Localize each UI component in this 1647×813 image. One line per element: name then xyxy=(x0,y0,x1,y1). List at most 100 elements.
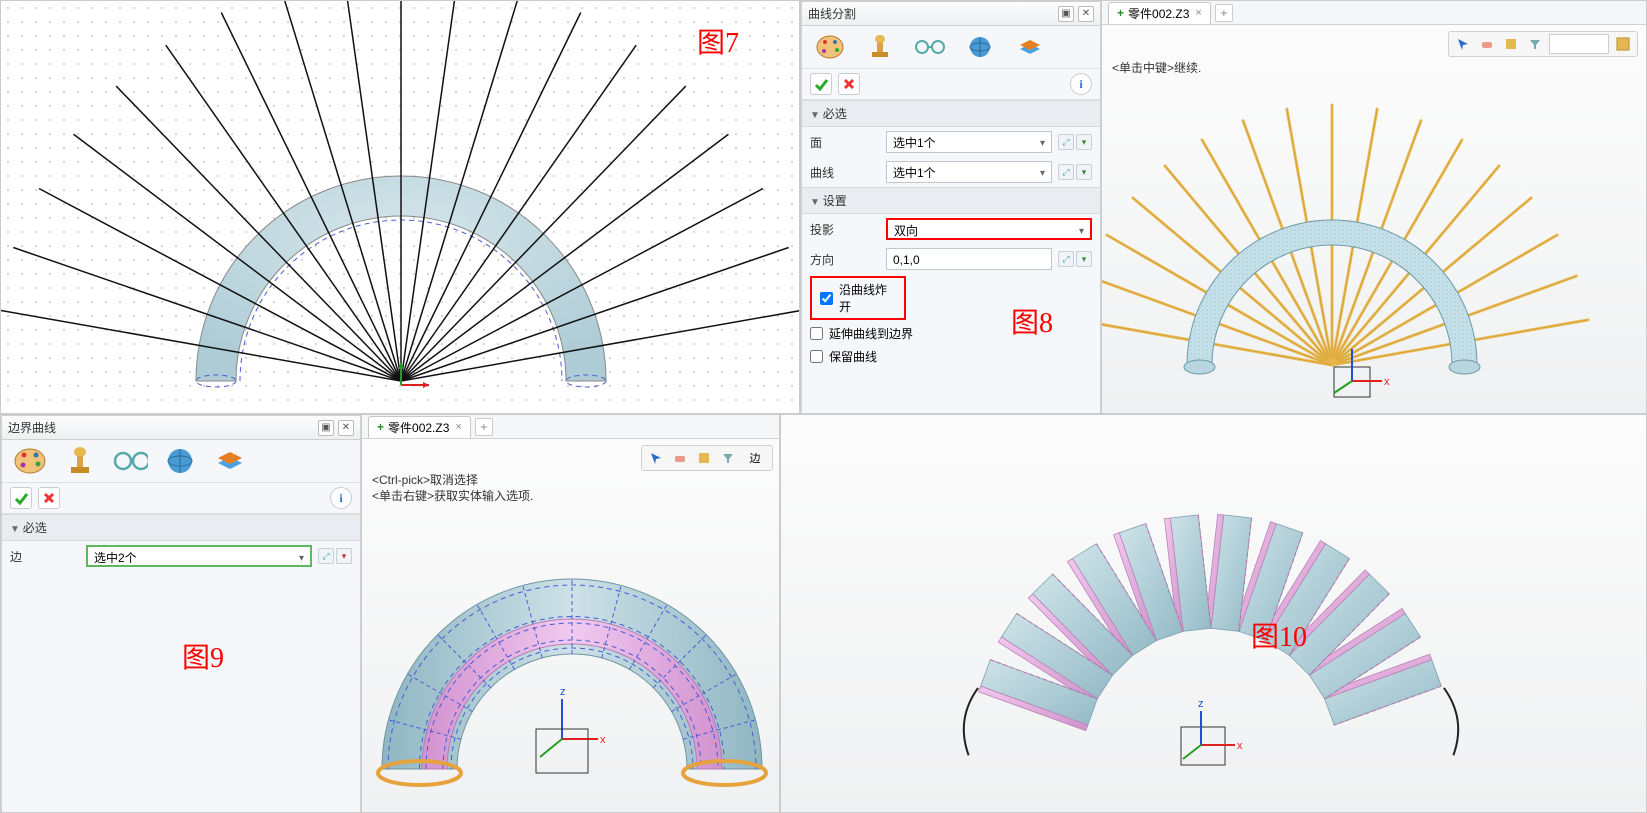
plus-icon: + xyxy=(377,420,384,434)
pick-icon[interactable]: ▾ xyxy=(1076,164,1092,180)
view-toolbar: 边 xyxy=(641,445,773,471)
file-tab-label: 零件002.Z3 xyxy=(1128,5,1189,22)
confirm-row: i xyxy=(2,483,360,514)
palette-icon[interactable] xyxy=(12,446,48,476)
expand-icon[interactable]: ⤢ xyxy=(1058,134,1074,150)
globe-icon[interactable] xyxy=(962,32,998,62)
required-section-header[interactable]: 必选 xyxy=(2,514,360,541)
filter-icon[interactable] xyxy=(1525,34,1545,54)
viewport-7[interactable]: 图7 xyxy=(1,1,799,413)
boundary-curve-panel: 边界曲线 ▣ ✕ i 必选 边 选中2个 ⤢▾ 图9 xyxy=(1,415,361,813)
pick-icon[interactable]: ▾ xyxy=(336,548,352,564)
drawing-10: xz xyxy=(781,415,1647,813)
explode-checkbox-label: 沿曲线炸开 xyxy=(839,281,896,315)
nav-icon[interactable] xyxy=(1453,34,1473,54)
edge-input[interactable]: 选中2个 xyxy=(86,545,312,567)
viewport-10[interactable]: xz 图10 xyxy=(781,415,1646,812)
viewport-9[interactable]: 边 <Ctrl-pick>取消选择 <单击右键>获取实体输入选项. xz xyxy=(362,439,780,813)
keep-checkbox-label: 保留曲线 xyxy=(829,348,877,365)
svg-text:x: x xyxy=(1384,376,1390,388)
info-button[interactable]: i xyxy=(1070,73,1092,95)
view-tabs: + 零件002.Z3 × + xyxy=(362,415,780,439)
axis-gizmo xyxy=(393,361,433,401)
eraser-icon[interactable] xyxy=(670,448,690,468)
figure-10-label: 图10 xyxy=(1251,615,1307,655)
drawing-7 xyxy=(1,1,800,414)
file-tab[interactable]: + 零件002.Z3 × xyxy=(1108,2,1211,24)
extend-checkbox-row[interactable]: 延伸曲线到边界 xyxy=(802,322,1100,345)
layers-icon[interactable] xyxy=(1012,32,1048,62)
add-tab-button[interactable]: + xyxy=(1215,4,1233,22)
svg-text:z: z xyxy=(560,686,566,698)
panel-collapse-button[interactable]: ▣ xyxy=(1058,6,1074,22)
expand-icon[interactable]: ⤢ xyxy=(318,548,334,564)
eraser-icon[interactable] xyxy=(1477,34,1497,54)
figure-7-label: 图7 xyxy=(697,21,739,61)
panel-close-button[interactable]: ✕ xyxy=(338,420,354,436)
stamp-icon[interactable] xyxy=(62,446,98,476)
face-input[interactable]: 选中1个 xyxy=(886,131,1052,153)
view-cube-icon[interactable] xyxy=(1613,34,1633,54)
projection-label: 投影 xyxy=(810,221,880,238)
keep-checkbox-row[interactable]: 保留曲线 xyxy=(802,345,1100,368)
direction-input[interactable]: 0,1,0 xyxy=(886,248,1052,270)
edge-field-row: 边 选中2个 ⤢▾ xyxy=(2,541,360,571)
figure-9-label: 图9 xyxy=(182,636,224,676)
curve-field-row: 曲线 选中1个 ⤢▾ xyxy=(802,157,1100,187)
svg-text:x: x xyxy=(600,734,606,746)
glasses-icon[interactable] xyxy=(112,446,148,476)
curve-label: 曲线 xyxy=(810,164,880,181)
edge-filter-label[interactable]: 边 xyxy=(742,448,768,468)
expand-icon[interactable]: ⤢ xyxy=(1058,251,1074,267)
direction-label: 方向 xyxy=(810,251,880,268)
nav-icon[interactable] xyxy=(646,448,666,468)
layers-icon[interactable] xyxy=(212,446,248,476)
info-button[interactable]: i xyxy=(330,487,352,509)
pick-icon[interactable]: ▾ xyxy=(1076,134,1092,150)
cancel-button[interactable] xyxy=(838,73,860,95)
figure-7-container: 图7 xyxy=(0,0,800,414)
globe-icon[interactable] xyxy=(162,446,198,476)
pick-icon[interactable]: ▾ xyxy=(1076,251,1092,267)
panel-close-button[interactable]: ✕ xyxy=(1078,6,1094,22)
expand-icon[interactable]: ⤢ xyxy=(1058,164,1074,180)
curve-input[interactable]: 选中1个 xyxy=(886,161,1052,183)
extend-checkbox[interactable] xyxy=(810,327,823,340)
settings-section-header[interactable]: 设置 xyxy=(802,187,1100,214)
figure-8-container: 曲线分割 ▣ ✕ i 必选 面 选中1个 ⤢▾ 曲线 xyxy=(800,0,1647,414)
file-tab[interactable]: + 零件002.Z3 × xyxy=(368,416,471,438)
panel-collapse-button[interactable]: ▣ xyxy=(318,420,334,436)
cube-icon[interactable] xyxy=(694,448,714,468)
viewport-9-wrap: + 零件002.Z3 × + 边 <Ctrl-pick>取消选择 <单击右键>获… xyxy=(361,415,780,813)
confirm-row: i xyxy=(802,69,1100,100)
stamp-icon[interactable] xyxy=(862,32,898,62)
face-field-row: 面 选中1个 ⤢▾ xyxy=(802,127,1100,157)
glasses-icon[interactable] xyxy=(912,32,948,62)
explode-checkbox-row[interactable]: 沿曲线炸开 xyxy=(810,276,906,320)
panel-header: 曲线分割 ▣ ✕ xyxy=(802,2,1100,26)
required-section-header[interactable]: 必选 xyxy=(802,100,1100,127)
keep-checkbox[interactable] xyxy=(810,350,823,363)
figure-8-label: 图8 xyxy=(1011,301,1053,341)
panel-title: 边界曲线 xyxy=(8,419,56,436)
view-toolbar xyxy=(1448,31,1638,57)
tab-close-icon[interactable]: × xyxy=(455,421,461,433)
filter-dropdown[interactable] xyxy=(1549,34,1609,54)
add-tab-button[interactable]: + xyxy=(475,418,493,436)
filter-icon[interactable] xyxy=(718,448,738,468)
file-tab-label: 零件002.Z3 xyxy=(388,419,449,436)
panel-header: 边界曲线 ▣ ✕ xyxy=(2,416,360,440)
cube-icon[interactable] xyxy=(1501,34,1521,54)
figure-9-container: 边界曲线 ▣ ✕ i 必选 边 选中2个 ⤢▾ 图9 xyxy=(0,414,780,813)
explode-checkbox[interactable] xyxy=(820,292,833,305)
drawing-8: x xyxy=(1102,25,1647,414)
ok-button[interactable] xyxy=(10,487,32,509)
viewport-8[interactable]: <单击中键>继续. x xyxy=(1102,25,1647,414)
hint-ctrl-pick: <Ctrl-pick>取消选择 xyxy=(372,471,478,488)
ok-button[interactable] xyxy=(810,73,832,95)
tab-close-icon[interactable]: × xyxy=(1195,7,1201,19)
palette-icon[interactable] xyxy=(812,32,848,62)
edge-label: 边 xyxy=(10,548,80,565)
projection-input[interactable]: 双向 xyxy=(886,218,1092,240)
cancel-button[interactable] xyxy=(38,487,60,509)
